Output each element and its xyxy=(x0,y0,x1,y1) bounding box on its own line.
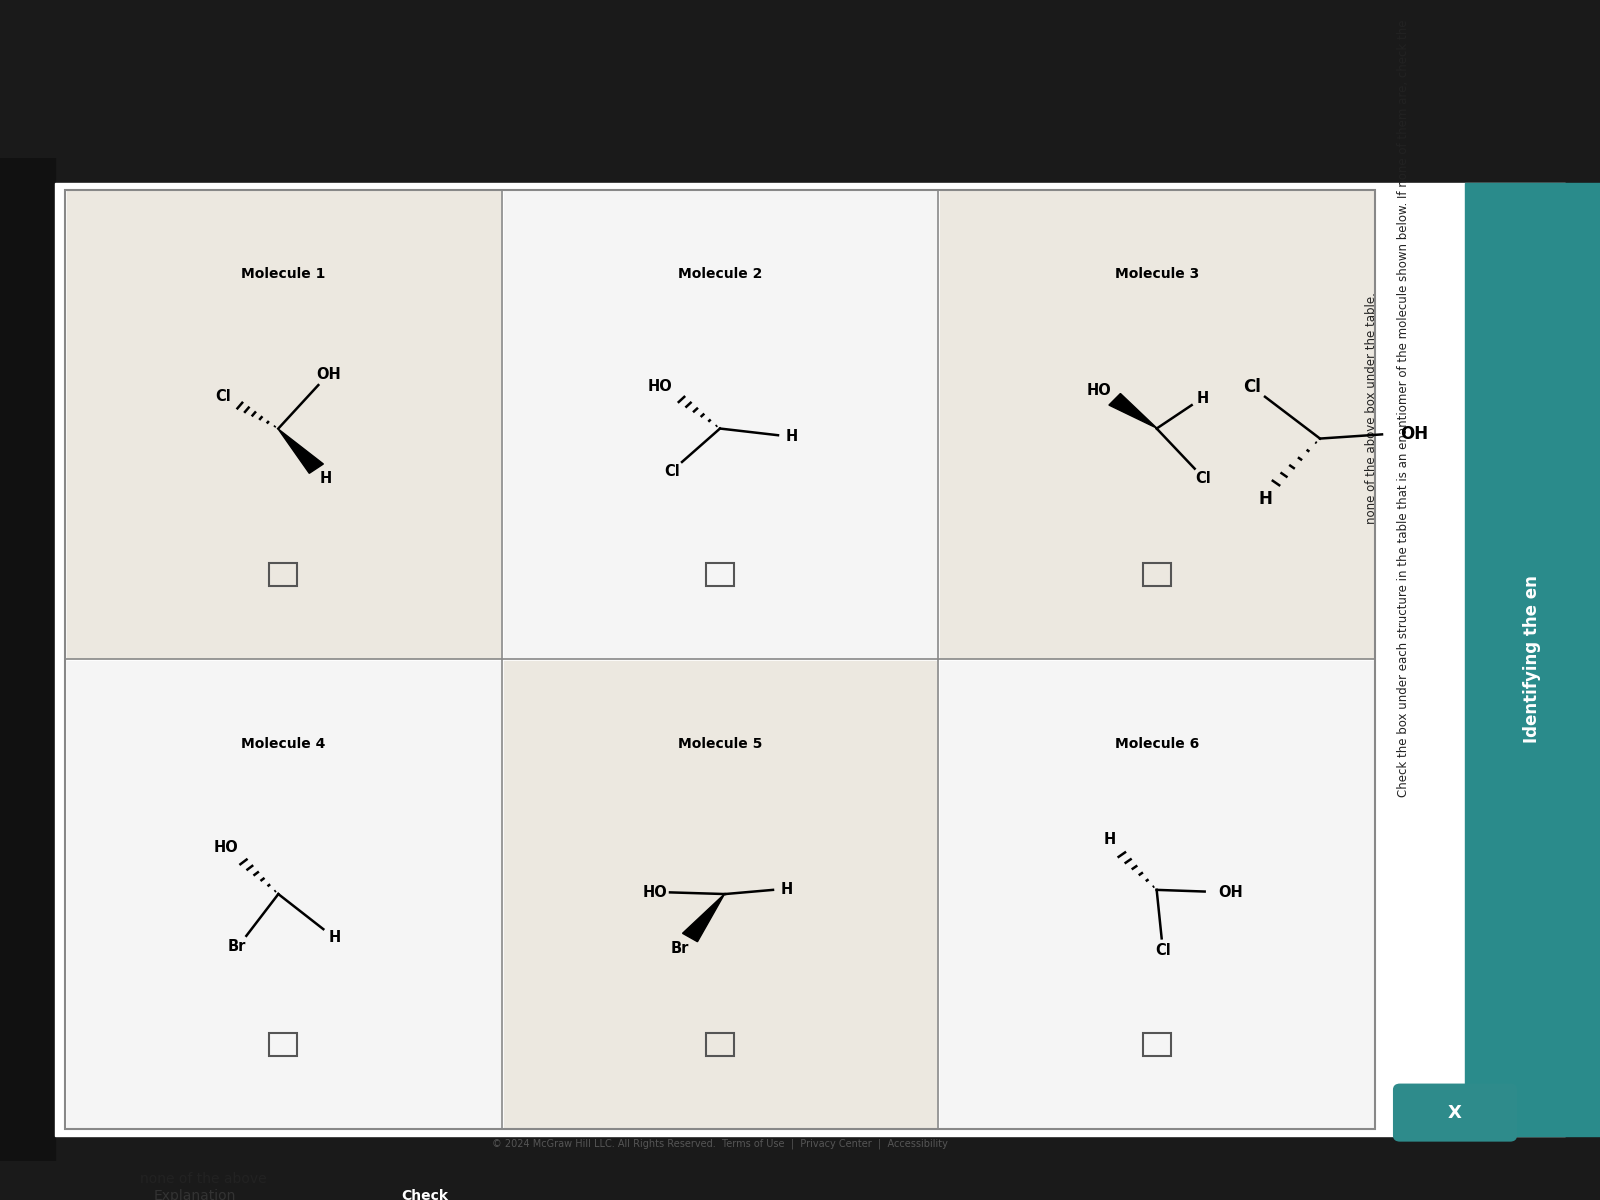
Text: HO: HO xyxy=(214,840,238,854)
Text: HO: HO xyxy=(648,379,672,395)
Bar xyxy=(1142,563,1171,587)
Bar xyxy=(269,563,298,587)
Text: Cl: Cl xyxy=(1243,378,1261,396)
Polygon shape xyxy=(278,428,323,473)
Text: H: H xyxy=(1197,391,1208,406)
Bar xyxy=(67,191,499,658)
Bar xyxy=(504,661,936,1127)
Bar xyxy=(941,191,1373,658)
Text: Molecule 6: Molecule 6 xyxy=(1115,737,1198,751)
Bar xyxy=(80,1168,109,1190)
FancyBboxPatch shape xyxy=(69,1168,322,1200)
Text: HO: HO xyxy=(1086,383,1110,397)
Text: Br: Br xyxy=(227,940,245,954)
Text: Explanation: Explanation xyxy=(154,1189,237,1200)
Bar xyxy=(1142,1033,1171,1056)
Text: X: X xyxy=(1448,1104,1462,1122)
Text: HO: HO xyxy=(643,884,667,900)
Text: H: H xyxy=(781,882,794,896)
Text: H: H xyxy=(1258,490,1272,508)
Bar xyxy=(706,1033,734,1056)
Polygon shape xyxy=(683,894,725,942)
Text: Cl: Cl xyxy=(1195,472,1211,486)
Text: Identifying the en: Identifying the en xyxy=(1523,575,1541,743)
Bar xyxy=(66,190,1374,1129)
Text: © 2024 McGraw Hill LLC. All Rights Reserved.  Terms of Use  |  Privacy Center  |: © 2024 McGraw Hill LLC. All Rights Reser… xyxy=(493,1139,947,1150)
Text: H: H xyxy=(328,930,341,946)
Bar xyxy=(706,563,734,587)
Bar xyxy=(504,191,936,658)
Text: Molecule 1: Molecule 1 xyxy=(242,268,325,281)
Bar xyxy=(1466,182,1600,1135)
Text: OH: OH xyxy=(1219,884,1243,900)
Text: H: H xyxy=(1104,833,1115,847)
Bar xyxy=(941,661,1373,1127)
Text: Molecule 4: Molecule 4 xyxy=(242,737,325,751)
Text: Molecule 2: Molecule 2 xyxy=(678,268,762,281)
Text: H: H xyxy=(786,430,798,444)
Polygon shape xyxy=(1109,394,1157,428)
Text: Cl: Cl xyxy=(664,464,680,480)
Text: OH: OH xyxy=(1400,425,1429,443)
FancyBboxPatch shape xyxy=(1394,1085,1517,1141)
Text: Cl: Cl xyxy=(1155,942,1171,958)
Text: Molecule 3: Molecule 3 xyxy=(1115,268,1198,281)
Bar xyxy=(0,157,54,1160)
Text: Check: Check xyxy=(402,1189,448,1200)
Bar xyxy=(67,661,499,1127)
Text: none of the above: none of the above xyxy=(141,1172,267,1186)
Bar xyxy=(269,1033,298,1056)
Text: H: H xyxy=(320,472,331,486)
Text: Br: Br xyxy=(670,941,690,956)
Text: Check the box under each structure in the table that is an enantiomer of the mol: Check the box under each structure in th… xyxy=(1397,19,1410,797)
Text: Molecule 5: Molecule 5 xyxy=(678,737,762,751)
FancyBboxPatch shape xyxy=(339,1168,510,1200)
Text: none of the above box under the table.: none of the above box under the table. xyxy=(1365,293,1378,524)
Text: Cl: Cl xyxy=(216,389,232,404)
Text: OH: OH xyxy=(315,367,341,382)
